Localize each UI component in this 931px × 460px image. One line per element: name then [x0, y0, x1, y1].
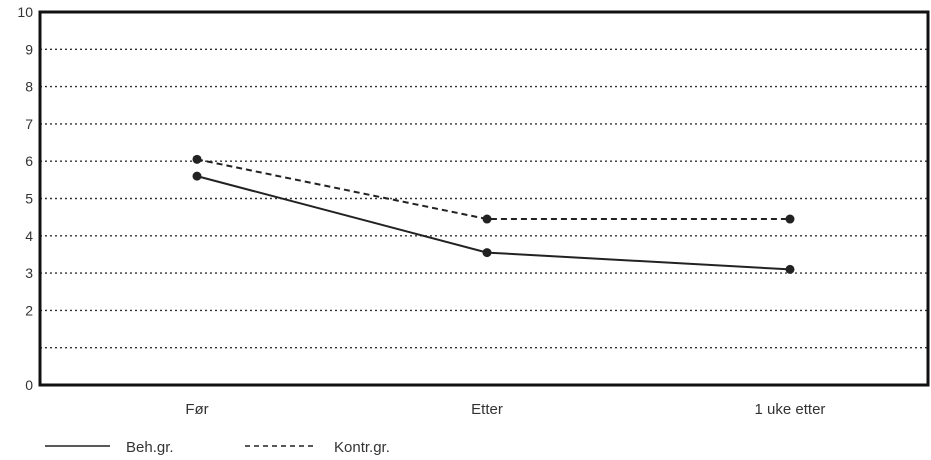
series-line — [196, 158, 790, 221]
data-point — [482, 248, 492, 258]
y-tick-label: 9 — [25, 41, 33, 57]
x-tick-label: Før — [185, 401, 208, 418]
data-point — [482, 214, 492, 224]
y-tick-label: 4 — [25, 228, 33, 244]
y-tick-label: 0 — [25, 377, 33, 393]
y-tick-label: 3 — [25, 265, 33, 281]
x-axis-ticks: Før Etter 1 uke etter — [185, 401, 825, 418]
data-point — [192, 171, 202, 181]
y-tick-label: 6 — [25, 153, 33, 169]
x-tick-label: 1 uke etter — [755, 401, 826, 418]
y-tick-label: 10 — [17, 4, 33, 20]
y-axis-ticks: 0 2 3 4 5 6 7 8 9 10 — [17, 4, 33, 393]
y-tick-label: 7 — [25, 116, 33, 132]
gridlines — [40, 48, 928, 349]
data-point — [785, 214, 795, 224]
x-tick-label: Etter — [471, 401, 503, 418]
legend-label: Beh.gr. — [126, 439, 174, 456]
y-tick-label: 5 — [25, 191, 33, 207]
y-tick-label: 8 — [25, 79, 33, 95]
series-group — [192, 154, 795, 274]
y-tick-label: 2 — [25, 302, 33, 318]
series-line — [196, 175, 791, 271]
legend: Beh.gr. Kontr.gr. — [45, 439, 390, 456]
data-point — [192, 154, 202, 164]
legend-label: Kontr.gr. — [334, 439, 390, 456]
plot-frame — [38, 10, 930, 387]
data-point — [785, 264, 795, 274]
